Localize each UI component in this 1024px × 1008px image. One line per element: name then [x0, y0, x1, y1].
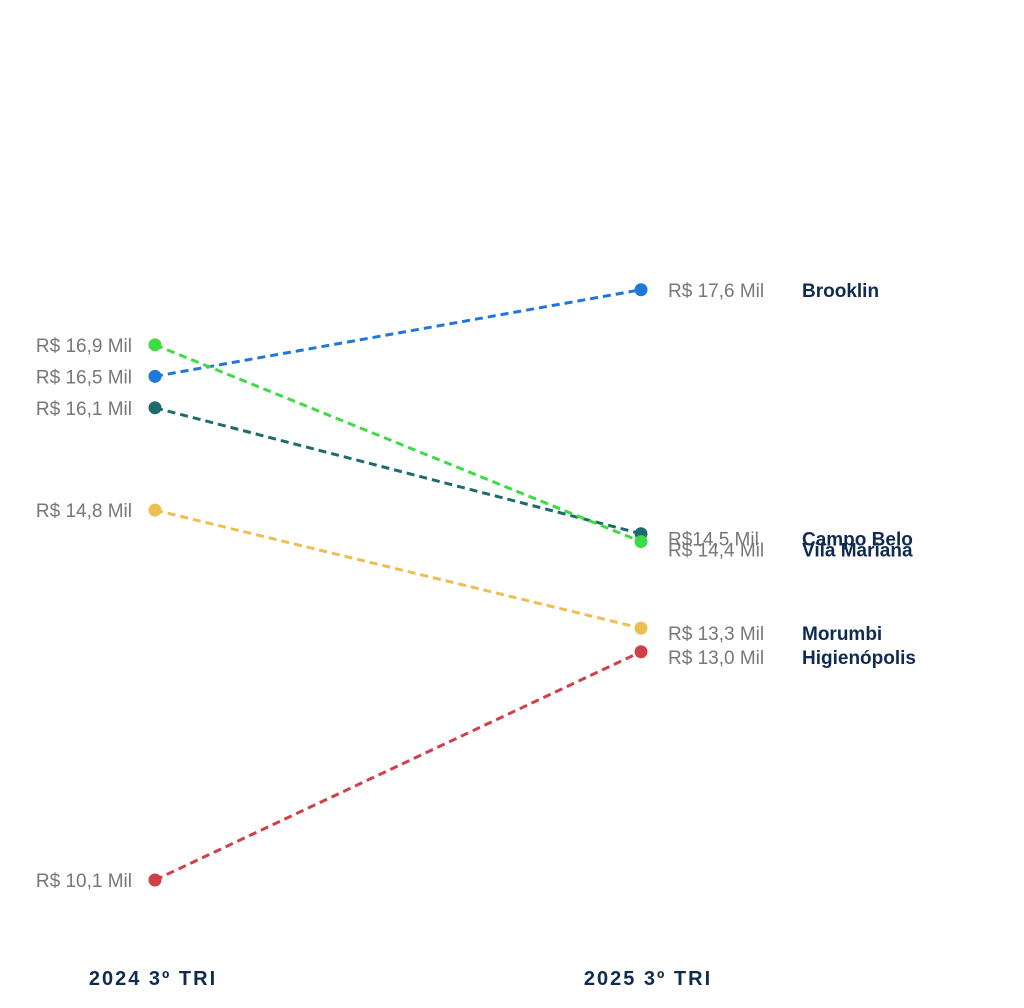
value-label-start-morumbi: R$ 14,8 Mil: [36, 501, 132, 522]
slope-line-campo-belo: [154, 406, 642, 536]
series-name-campo-belo: Campo Belo: [802, 530, 913, 551]
value-label-end-higienopolis: R$ 13,0 Mil: [668, 648, 764, 669]
axis-label-start-period: 2024 3º TRI: [89, 968, 217, 990]
axis-label-end-period: 2025 3º TRI: [584, 968, 712, 990]
value-label-start-brooklin: R$ 16,5 Mil: [36, 367, 132, 388]
value-label-end-brooklin: R$ 17,6 Mil: [668, 281, 764, 302]
value-label-start-campo-belo: R$ 16,1 Mil: [36, 399, 132, 420]
value-label-end-morumbi: R$ 13,3 Mil: [668, 624, 764, 645]
slope-line-morumbi: [154, 508, 642, 630]
value-label-end-campo-belo: R$14,5 Mil: [668, 530, 759, 551]
point-start-brooklin: [148, 369, 162, 383]
point-end-higienopolis: [634, 645, 648, 659]
point-start-vila-mariana: [148, 338, 162, 352]
point-end-morumbi: [634, 621, 648, 635]
series-name-higienopolis: Higienópolis: [802, 648, 916, 669]
slope-line-brooklin: [154, 288, 642, 378]
point-start-morumbi: [148, 503, 162, 517]
series-name-brooklin: Brooklin: [802, 281, 879, 302]
point-start-campo-belo: [148, 401, 162, 415]
points-layer: [148, 283, 648, 887]
point-end-brooklin: [634, 283, 648, 297]
series-name-morumbi: Morumbi: [802, 624, 882, 645]
value-label-start-vila-mariana: R$ 16,9 Mil: [36, 336, 132, 357]
lines-layer: [154, 288, 642, 882]
value-label-start-higienopolis: R$ 10,1 Mil: [36, 871, 132, 892]
labels-layer: R$ 16,5 Mil R$ 17,6 Mil Brooklin R$ 16,1 Mi…: [36, 281, 916, 892]
slope-line-vila-mariana: [154, 343, 642, 543]
point-end-vila-mariana: [634, 535, 648, 549]
point-start-higienopolis: [148, 873, 162, 887]
value-label-end-vila-mariana: R$ 14,4 Mil: [668, 541, 764, 562]
series-name-vila-mariana: Vila Mariana: [802, 541, 913, 562]
slope-line-higienopolis: [154, 650, 642, 882]
